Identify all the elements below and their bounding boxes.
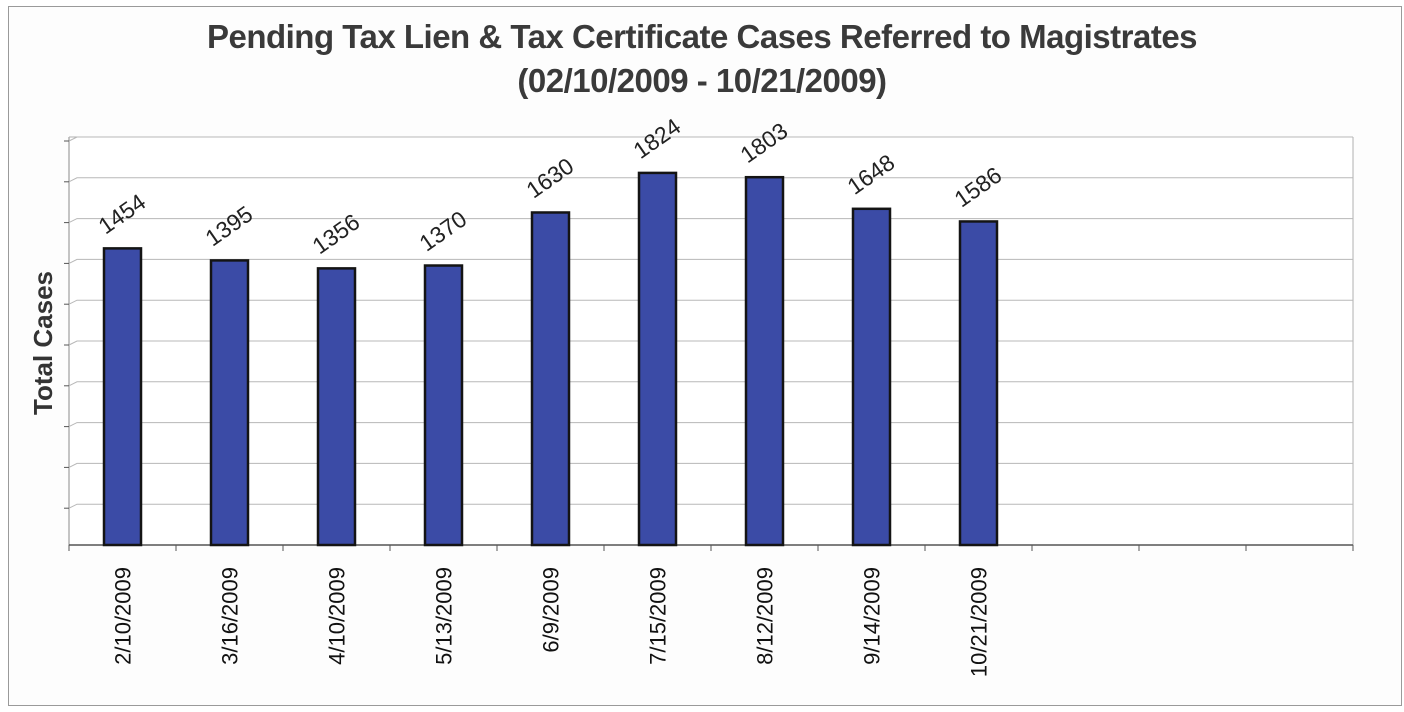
bar [102, 247, 143, 547]
bar [209, 259, 250, 547]
x-tick-label: 7/15/2009 [646, 567, 671, 665]
gridline [68, 136, 1353, 142]
x-tick-label: 6/9/2009 [539, 567, 564, 653]
bar [530, 211, 571, 547]
gridline [68, 218, 1353, 224]
bar [851, 207, 892, 547]
x-tick-label: 3/16/2009 [218, 567, 243, 665]
x-tick-label: 4/10/2009 [325, 567, 350, 665]
gridline [68, 177, 1353, 183]
chart-title: Pending Tax Lien & Tax Certificate Cases… [206, 18, 1198, 55]
bar [637, 171, 678, 547]
gridline [68, 340, 1353, 346]
gridline [68, 381, 1353, 387]
y-axis-label: Total Cases [28, 271, 58, 415]
gridline [68, 462, 1353, 468]
x-tick-label: 9/14/2009 [860, 567, 885, 665]
chart-subtitle: (02/10/2009 - 10/21/2009) [517, 62, 887, 99]
gridline [68, 422, 1353, 428]
x-tick-label: 2/10/2009 [111, 567, 136, 665]
x-tick-label: 8/12/2009 [753, 567, 778, 665]
bar [958, 220, 999, 547]
x-tick-label: 5/13/2009 [432, 567, 457, 665]
gridline [68, 503, 1353, 509]
gridline [68, 299, 1353, 305]
gridline [68, 258, 1353, 264]
bar [744, 175, 785, 547]
x-tick-label: 10/21/2009 [967, 567, 992, 677]
bar [316, 267, 357, 547]
bar [423, 264, 464, 547]
